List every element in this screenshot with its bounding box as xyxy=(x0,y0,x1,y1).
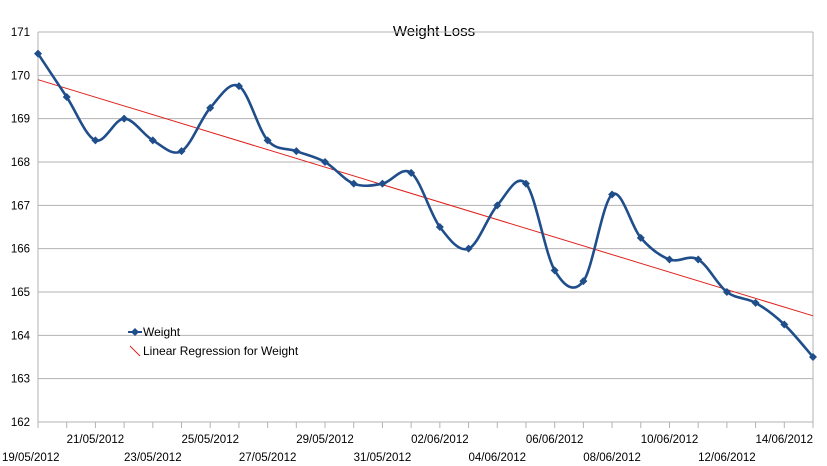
weight-point xyxy=(321,158,330,166)
y-tick-label: 166 xyxy=(11,244,30,256)
weight-point xyxy=(349,179,358,188)
weight-point xyxy=(206,103,215,112)
weight-point xyxy=(809,353,817,361)
legend-regression-label: Linear Regression for Weight xyxy=(143,344,299,358)
weight-point xyxy=(636,233,645,242)
weight-point xyxy=(780,320,789,329)
x-tick-label: 19/05/2012 xyxy=(2,452,60,464)
y-tick-label: 168 xyxy=(11,157,30,169)
y-tick-label: 164 xyxy=(11,330,31,342)
plot-series xyxy=(34,49,817,361)
weight-point xyxy=(722,288,731,296)
weight-point xyxy=(751,298,760,307)
x-tick-label: 21/05/2012 xyxy=(67,434,125,446)
weight-point xyxy=(694,255,703,264)
weight-point xyxy=(91,136,100,145)
x-tick-label: 23/05/2012 xyxy=(124,452,182,464)
weight-series-line xyxy=(36,52,814,358)
x-tick-label: 12/06/2012 xyxy=(698,452,756,464)
legend-weight-marker xyxy=(131,328,139,336)
x-tick-label: 27/05/2012 xyxy=(239,452,297,464)
weight-point xyxy=(177,147,186,156)
weight-point xyxy=(292,147,301,156)
weight-point xyxy=(407,168,416,177)
gridlines xyxy=(37,31,814,423)
weight-point xyxy=(263,136,272,145)
y-axis: 162 163 164 165 166 167 168 169 170 171 xyxy=(11,27,31,429)
x-tick-label: 14/06/2012 xyxy=(756,434,814,446)
legend-weight-label: Weight xyxy=(143,325,181,339)
y-tick-label: 165 xyxy=(11,287,30,299)
legend: Weight Linear Regression for Weight xyxy=(128,325,299,358)
x-tick-label: 29/05/2012 xyxy=(296,434,354,446)
x-tick-label: 04/06/2012 xyxy=(468,452,526,464)
y-tick-label: 169 xyxy=(11,114,30,126)
weight-point xyxy=(62,93,71,101)
weight-point xyxy=(34,49,42,58)
legend-regression-swatch xyxy=(129,345,141,357)
weight-point xyxy=(464,244,473,253)
weight-point xyxy=(579,277,588,286)
weight-point xyxy=(234,82,243,91)
weight-point xyxy=(665,255,674,264)
weight-point xyxy=(148,136,157,145)
weight-point xyxy=(608,190,617,199)
x-tick-label: 25/05/2012 xyxy=(181,434,239,446)
y-tick-label: 171 xyxy=(11,27,30,39)
weight-point xyxy=(120,114,129,123)
weight-point xyxy=(378,179,387,188)
weight-point xyxy=(521,179,530,188)
weight-point xyxy=(435,223,444,231)
y-tick-label: 163 xyxy=(11,374,30,386)
y-tick-label: 170 xyxy=(11,70,30,82)
x-tick-label: 02/06/2012 xyxy=(411,434,469,446)
x-tick-label: 31/05/2012 xyxy=(354,452,412,464)
weight-point xyxy=(493,201,502,210)
y-tick-label: 167 xyxy=(11,200,30,212)
x-tick-label: 06/06/2012 xyxy=(526,434,584,446)
x-axis: 19/05/2012 21/05/2012 23/05/2012 25/05/2012… xyxy=(2,422,814,464)
x-tick-label: 10/06/2012 xyxy=(641,434,699,446)
weight-point xyxy=(550,266,559,275)
y-tick-label: 162 xyxy=(11,417,30,429)
x-tick-label: 08/06/2012 xyxy=(583,452,641,464)
